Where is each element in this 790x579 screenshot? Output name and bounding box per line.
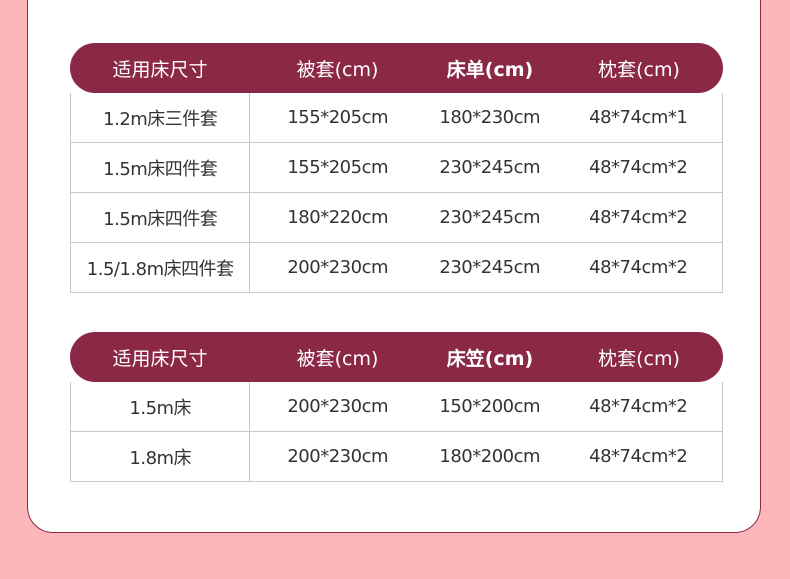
header-bed-size: 适用床尺寸 <box>112 347 208 370</box>
cell: 230*245cm <box>439 257 541 278</box>
cell: 1.8m床 <box>71 432 251 481</box>
cell: 1.2m床三件套 <box>71 93 251 142</box>
cell: 155*205cm <box>287 107 389 128</box>
header-pillowcase: 枕套(cm) <box>598 347 680 370</box>
cell: 200*230cm <box>287 446 389 467</box>
table-row: 1.8m床 200*230cm 180*200cm 48*74cm*2 <box>70 432 723 482</box>
table-row: 1.5m床 200*230cm 150*200cm 48*74cm*2 <box>70 382 723 432</box>
cell: 1.5/1.8m床四件套 <box>71 243 251 292</box>
cell: 48*74cm*1 <box>589 107 688 128</box>
cell: 48*74cm*2 <box>589 207 688 228</box>
header-duvet: 被套(cm) <box>296 347 379 370</box>
cell: 230*245cm <box>439 157 541 178</box>
table-header: 适用床尺寸 被套(cm) 床单(cm) 枕套(cm) <box>70 43 723 93</box>
cell: 155*205cm <box>287 157 389 178</box>
cell: 180*200cm <box>439 446 541 467</box>
cell: 230*245cm <box>439 207 541 228</box>
header-fitted-sheet: 床笠(cm) <box>446 347 534 370</box>
cell: 180*230cm <box>439 107 541 128</box>
cell: 200*230cm <box>287 257 389 278</box>
cell: 1.5m床四件套 <box>71 193 251 242</box>
cell: 1.5m床四件套 <box>71 143 251 192</box>
table-row: 1.5m床四件套 155*205cm 230*245cm 48*74cm*2 <box>70 143 723 193</box>
header-bed-size: 适用床尺寸 <box>112 58 208 81</box>
cell: 48*74cm*2 <box>589 446 688 467</box>
cell: 48*74cm*2 <box>589 396 688 417</box>
table-row: 1.5/1.8m床四件套 200*230cm 230*245cm 48*74cm… <box>70 243 723 293</box>
header-pillowcase: 枕套(cm) <box>598 58 680 81</box>
cell: 150*200cm <box>439 396 541 417</box>
cell: 48*74cm*2 <box>589 157 688 178</box>
table-row: 1.2m床三件套 155*205cm 180*230cm 48*74cm*1 <box>70 93 723 143</box>
size-table-sheet: 适用床尺寸 被套(cm) 床单(cm) 枕套(cm) 1.2m床三件套 155*… <box>70 43 723 293</box>
header-sheet: 床单(cm) <box>446 58 534 81</box>
size-table-fitted: 适用床尺寸 被套(cm) 床笠(cm) 枕套(cm) 1.5m床 200*230… <box>70 332 723 482</box>
cell: 180*220cm <box>287 207 389 228</box>
cell: 48*74cm*2 <box>589 257 688 278</box>
table-row: 1.5m床四件套 180*220cm 230*245cm 48*74cm*2 <box>70 193 723 243</box>
header-duvet: 被套(cm) <box>296 58 379 81</box>
cell: 200*230cm <box>287 396 389 417</box>
table-header: 适用床尺寸 被套(cm) 床笠(cm) 枕套(cm) <box>70 332 723 382</box>
cell: 1.5m床 <box>71 382 251 431</box>
